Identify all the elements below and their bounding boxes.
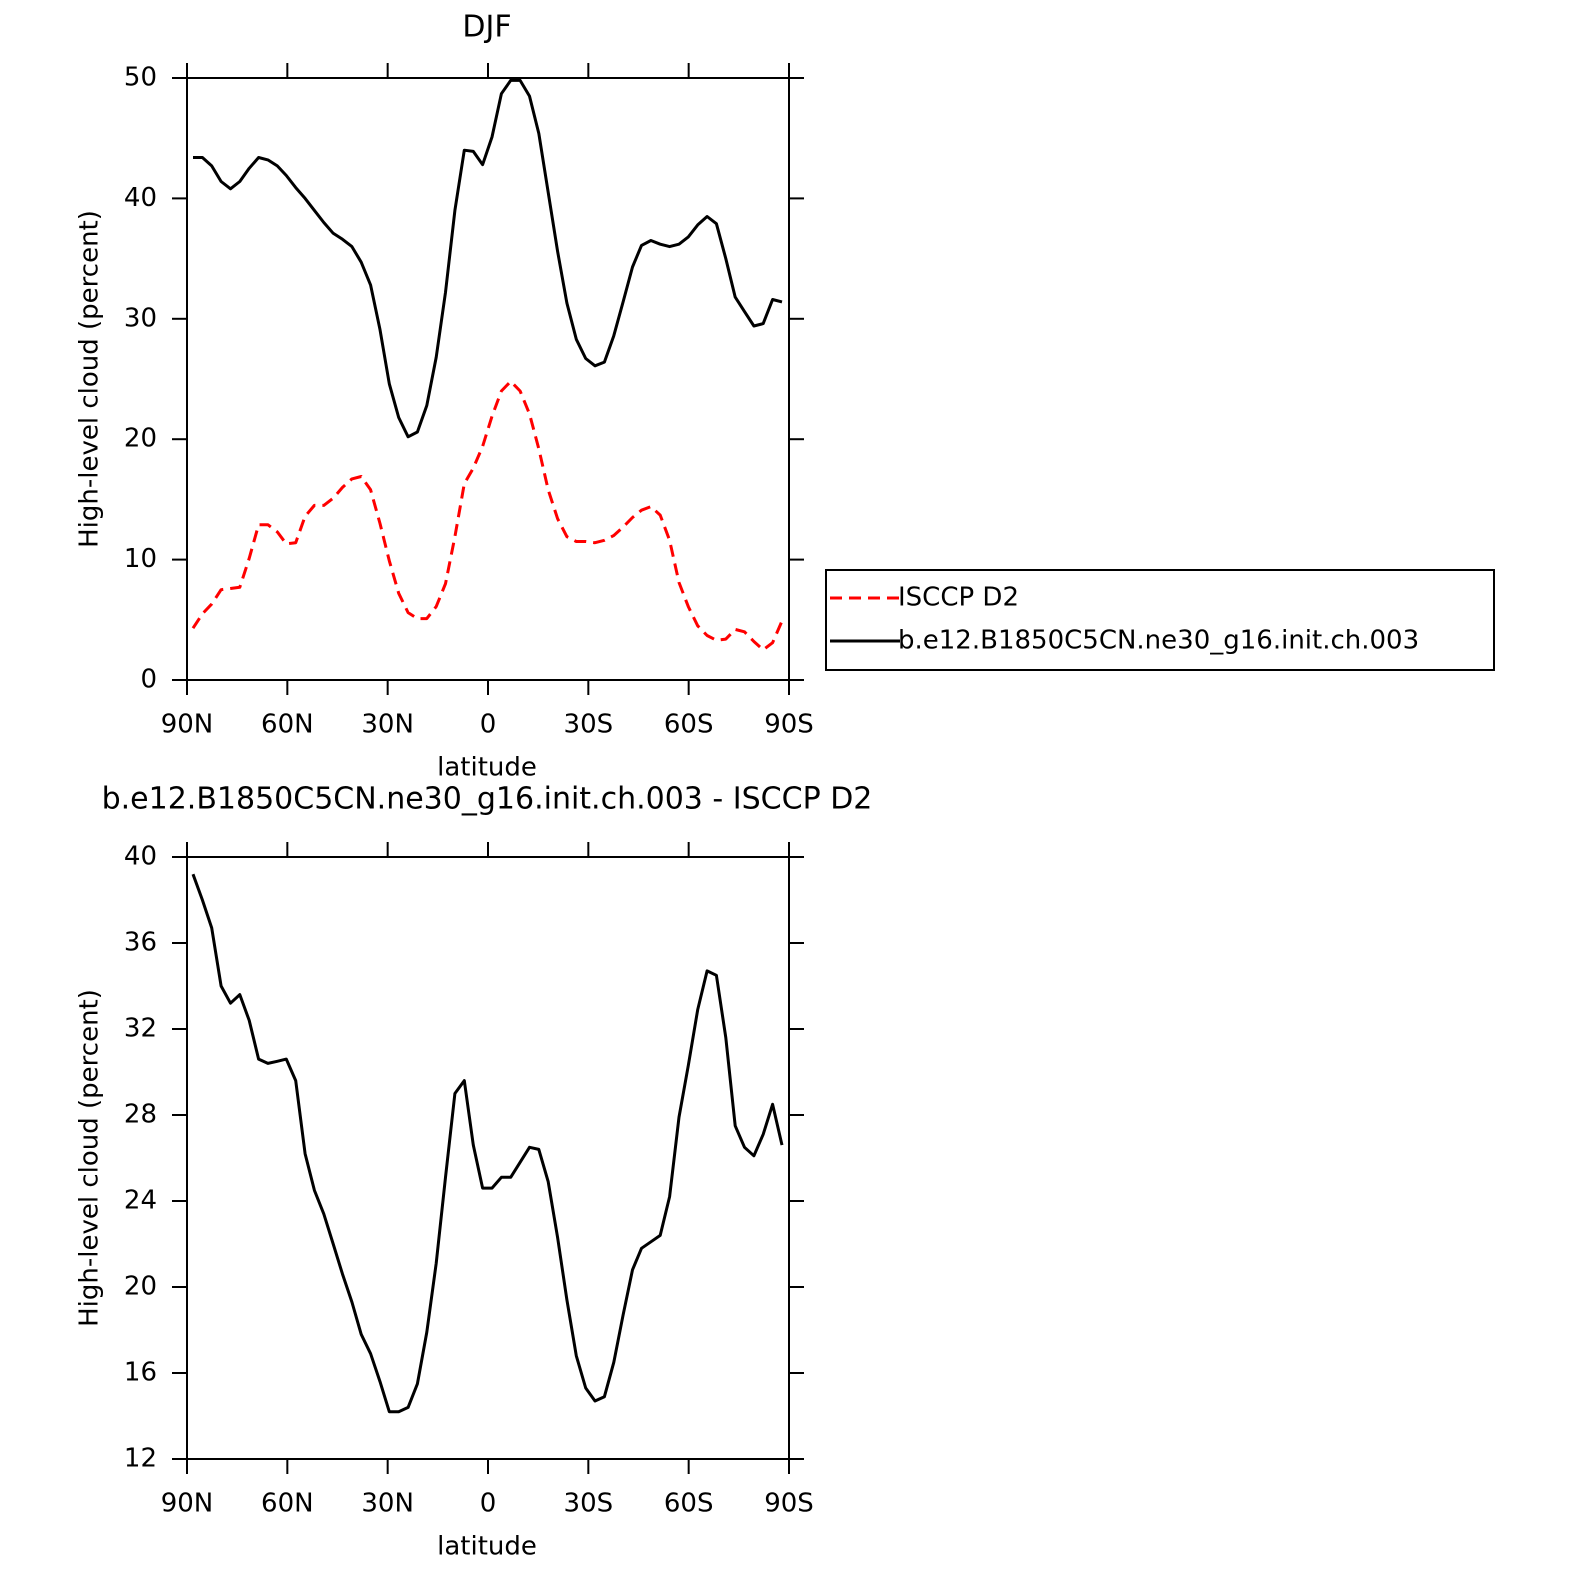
y-tick-label: 40 bbox=[124, 842, 157, 872]
y-axis-label: High-level cloud (percent) bbox=[75, 210, 105, 548]
x-axis-label: latitude bbox=[437, 753, 537, 783]
x-tick-label: 60N bbox=[261, 1489, 314, 1519]
plot-frame bbox=[186, 77, 790, 681]
x-tick-label: 60S bbox=[664, 710, 714, 740]
x-tick-label: 30N bbox=[361, 1489, 414, 1519]
data-line bbox=[193, 78, 783, 439]
x-tick-label: 90S bbox=[764, 1489, 814, 1519]
y-tick-label: 40 bbox=[124, 183, 157, 213]
legend-label: ISCCP D2 bbox=[898, 583, 1019, 613]
x-tick-label: 0 bbox=[480, 1489, 497, 1519]
y-tick-label: 32 bbox=[124, 1014, 157, 1044]
x-tick-label: 30S bbox=[564, 710, 614, 740]
data-line bbox=[191, 379, 784, 652]
x-tick-label: 60S bbox=[664, 1489, 714, 1519]
y-tick-label: 36 bbox=[124, 928, 157, 958]
legend-box bbox=[825, 569, 1495, 671]
chart-title: b.e12.B1850C5CN.ne30_g16.init.ch.003 - I… bbox=[102, 782, 873, 817]
legend-label: b.e12.B1850C5CN.ne30_g16.init.ch.003 bbox=[898, 626, 1419, 656]
data-line bbox=[191, 873, 784, 1414]
x-tick-label: 90S bbox=[764, 710, 814, 740]
x-tick-label: 30N bbox=[361, 710, 414, 740]
x-tick-label: 90N bbox=[161, 1489, 214, 1519]
chart-title: DJF bbox=[462, 10, 511, 45]
y-tick-label: 28 bbox=[124, 1100, 157, 1130]
x-tick-label: 30S bbox=[564, 1489, 614, 1519]
y-tick-label: 24 bbox=[124, 1186, 157, 1216]
y-tick-label: 16 bbox=[124, 1358, 157, 1388]
y-tick-label: 30 bbox=[124, 303, 157, 333]
y-axis-label: High-level cloud (percent) bbox=[75, 989, 105, 1327]
y-tick-label: 0 bbox=[140, 665, 157, 695]
plot-frame bbox=[186, 856, 790, 1460]
y-tick-label: 20 bbox=[124, 424, 157, 454]
y-tick-label: 10 bbox=[124, 544, 157, 574]
y-tick-label: 20 bbox=[124, 1272, 157, 1302]
y-tick-label: 50 bbox=[124, 63, 157, 93]
y-tick-label: 12 bbox=[124, 1444, 157, 1474]
x-tick-label: 90N bbox=[161, 710, 214, 740]
x-tick-label: 60N bbox=[261, 710, 314, 740]
x-axis-label: latitude bbox=[437, 1532, 537, 1562]
x-tick-label: 0 bbox=[480, 710, 497, 740]
